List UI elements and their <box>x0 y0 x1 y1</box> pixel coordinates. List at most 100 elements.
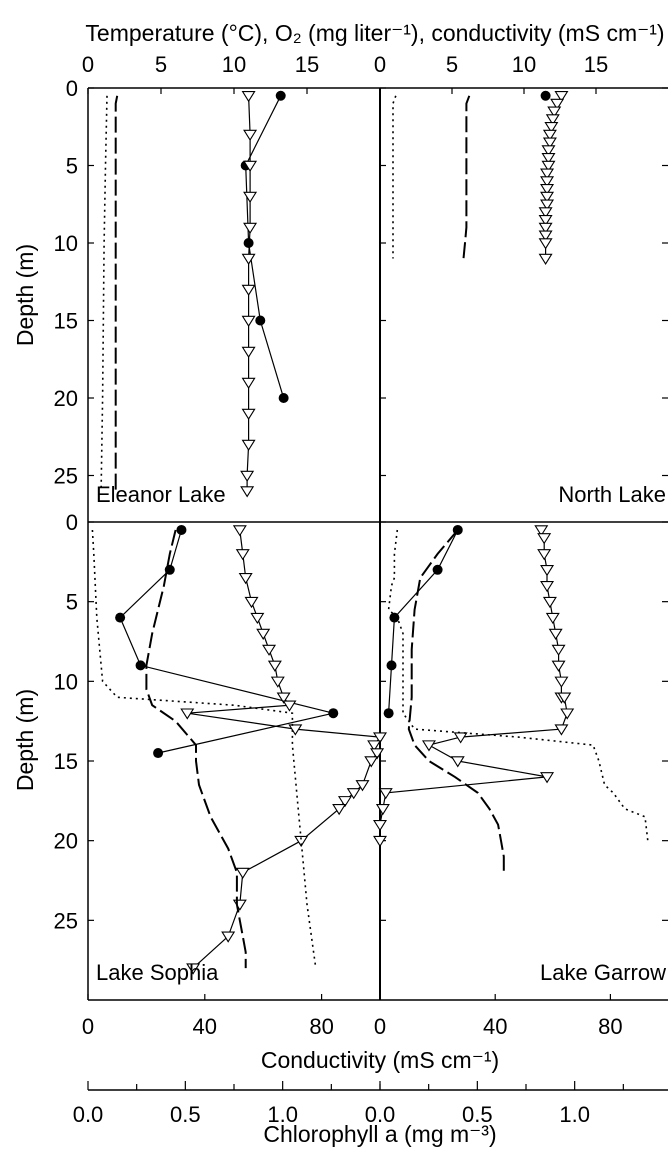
north-lake-open-triangle-point <box>542 129 557 141</box>
lake-sophia-open-triangle-point <box>346 788 361 800</box>
eleanor-lake-x-tick-label: 0 <box>82 52 94 77</box>
lake-garrow-open-triangle-point <box>551 660 566 672</box>
lake-garrow-open-triangle-point <box>554 724 569 736</box>
lake-garrow-x-tick-label: 0 <box>374 1014 386 1039</box>
north-lake-open-triangle-point <box>538 230 553 242</box>
eleanor-lake-open-triangle-point <box>241 91 256 103</box>
bottom-axis-title-conductivity: Conductivity (mS cm⁻¹) <box>261 1047 499 1073</box>
lake-garrow-x-tick-label: 80 <box>598 1014 622 1039</box>
north-lake-x-tick-label: 10 <box>512 52 536 77</box>
eleanor-lake-open-triangle-point <box>241 315 256 327</box>
lake-sophia-open-triangle-point <box>337 796 352 808</box>
north-lake-open-triangle-point <box>538 253 553 265</box>
lake-sophia-open-triangle-point <box>267 660 282 672</box>
eleanor-lake-open-triangle-point <box>241 408 256 420</box>
eleanor-lake-filled-circle-point <box>255 315 266 326</box>
eleanor-lake-open-triangle-point <box>243 129 258 141</box>
lake-garrow-open-triangle-point <box>554 676 569 688</box>
lake-sophia-x-tick-label: 80 <box>309 1014 333 1039</box>
lake-sophia-filled-circle-point <box>176 524 187 535</box>
north-lake-open-triangle-point <box>547 106 562 118</box>
lake-sophia-y-tick-label: 25 <box>54 908 78 933</box>
lake-sophia-filled-circle-point <box>115 612 126 623</box>
bottom-axis-title-chlorophyll: Chlorophyll a (mg m⁻³) <box>263 1121 496 1147</box>
lake-sophia-panel-title: Lake Sophia <box>96 960 219 985</box>
eleanor-lake-filled-circle-point <box>243 238 254 248</box>
north-lake-x-tick-label: 15 <box>584 52 608 77</box>
north-lake-open-triangle-point <box>540 176 555 188</box>
chlorophyll-tick-label: 0.0 <box>73 1102 104 1127</box>
lake-garrow-open-triangle-point <box>560 708 575 720</box>
lake-garrow-open-triangle-point <box>378 788 393 800</box>
lake-garrow-open-triangle-line <box>379 529 568 841</box>
lake-garrow-open-triangle-point <box>534 525 549 537</box>
eleanor-lake-filled-circle-point <box>275 90 286 101</box>
lake-garrow-open-triangle-point <box>557 692 572 704</box>
north-lake-x-tick-label: 0 <box>374 52 386 77</box>
lake-sophia-open-triangle-point <box>373 732 387 744</box>
north-lake-open-triangle-point <box>540 168 555 180</box>
chlorophyll-tick-label: 0.5 <box>462 1102 493 1127</box>
north-lake-open-triangle-point <box>538 207 553 219</box>
lake-sophia-long-dash-line <box>145 529 247 969</box>
lake-sophia-dotted-line <box>91 529 317 969</box>
eleanor-lake-open-triangle-point <box>240 470 255 482</box>
y-axis-title-lower: Depth (m) <box>12 689 38 791</box>
eleanor-lake-long-dash-line <box>114 95 119 491</box>
lake-sophia-x-tick-label: 40 <box>193 1014 217 1039</box>
eleanor-lake-x-tick-label: 5 <box>155 52 167 77</box>
lake-sophia-open-triangle-point <box>276 692 291 704</box>
lake-sophia-open-triangle-point <box>232 899 247 911</box>
lake-sophia-open-triangle-point <box>186 963 201 975</box>
lake-sophia-filled-circle-point <box>328 708 339 719</box>
lake-garrow-filled-circle-point <box>383 708 394 719</box>
eleanor-lake-open-triangle-point <box>240 486 255 498</box>
lake-garrow-open-triangle-point <box>540 565 555 577</box>
eleanor-lake-open-triangle-point <box>241 284 256 296</box>
lake-sophia-open-triangle-point <box>235 867 250 879</box>
lake-sophia-open-triangle-point <box>294 835 309 848</box>
lake-sophia-open-triangle-point <box>332 804 347 816</box>
lake-garrow-open-triangle-point <box>421 740 436 752</box>
eleanor-lake-open-triangle-point <box>243 160 258 172</box>
north-lake-x-tick-label: 5 <box>446 52 458 77</box>
eleanor-lake-y-tick-label: 20 <box>54 386 78 411</box>
eleanor-lake-open-triangle-point <box>241 377 256 389</box>
lake-sophia-filled-circle-line <box>119 529 334 754</box>
eleanor-lake-y-tick-label: 0 <box>66 76 78 101</box>
lake-garrow-open-triangle-point <box>453 732 468 744</box>
north-lake-open-triangle-point <box>538 215 553 227</box>
north-lake-dotted-line <box>392 95 397 259</box>
lake-garrow-open-triangle-point <box>537 549 552 561</box>
north-lake-open-triangle-point <box>554 91 569 103</box>
eleanor-lake-open-triangle-point <box>243 222 258 234</box>
north-lake-open-triangle-point <box>541 145 556 157</box>
eleanor-lake-open-triangle-point <box>241 346 256 358</box>
lake-sophia-open-triangle-point <box>370 748 385 760</box>
north-lake-open-triangle-point <box>541 153 556 165</box>
north-lake-open-triangle-point <box>540 199 555 211</box>
lake-garrow-open-triangle-point <box>537 533 552 545</box>
lake-sophia-open-triangle-point <box>250 612 265 625</box>
eleanor-lake-x-tick-label: 15 <box>295 52 319 77</box>
top-axis-title: Temperature (°C), O₂ (mg liter⁻¹), condu… <box>85 20 664 46</box>
chlorophyll-tick-label: 1.0 <box>267 1102 298 1127</box>
lake-garrow-open-triangle-point <box>540 772 555 784</box>
lake-garrow-dotted-line <box>387 529 649 841</box>
eleanor-lake-x-tick-label: 10 <box>222 52 246 77</box>
lake-sophia-y-tick-label: 10 <box>54 669 78 694</box>
north-lake-open-triangle-point <box>538 222 553 234</box>
lake-garrow-x-tick-label: 40 <box>483 1014 507 1039</box>
north-lake-open-triangle-point <box>540 184 555 196</box>
lake-garrow-open-triangle-point <box>540 580 555 593</box>
eleanor-lake-y-tick-label: 10 <box>54 231 78 256</box>
north-lake-open-triangle-point <box>542 137 557 149</box>
eleanor-lake-y-tick-label: 15 <box>54 309 78 334</box>
lake-garrow-open-triangle-point <box>548 628 563 640</box>
north-lake-panel-title: North Lake <box>558 482 666 507</box>
lake-sophia-y-tick-label: 15 <box>54 749 78 774</box>
lake-sophia-open-triangle-point <box>262 644 277 656</box>
plot-layer: 0 5 10 15 0 5 10 15 20 25 Eleanor Lake 0 5 10 15 North … <box>54 52 668 1127</box>
y-axis-title: Depth (m) <box>12 244 38 346</box>
